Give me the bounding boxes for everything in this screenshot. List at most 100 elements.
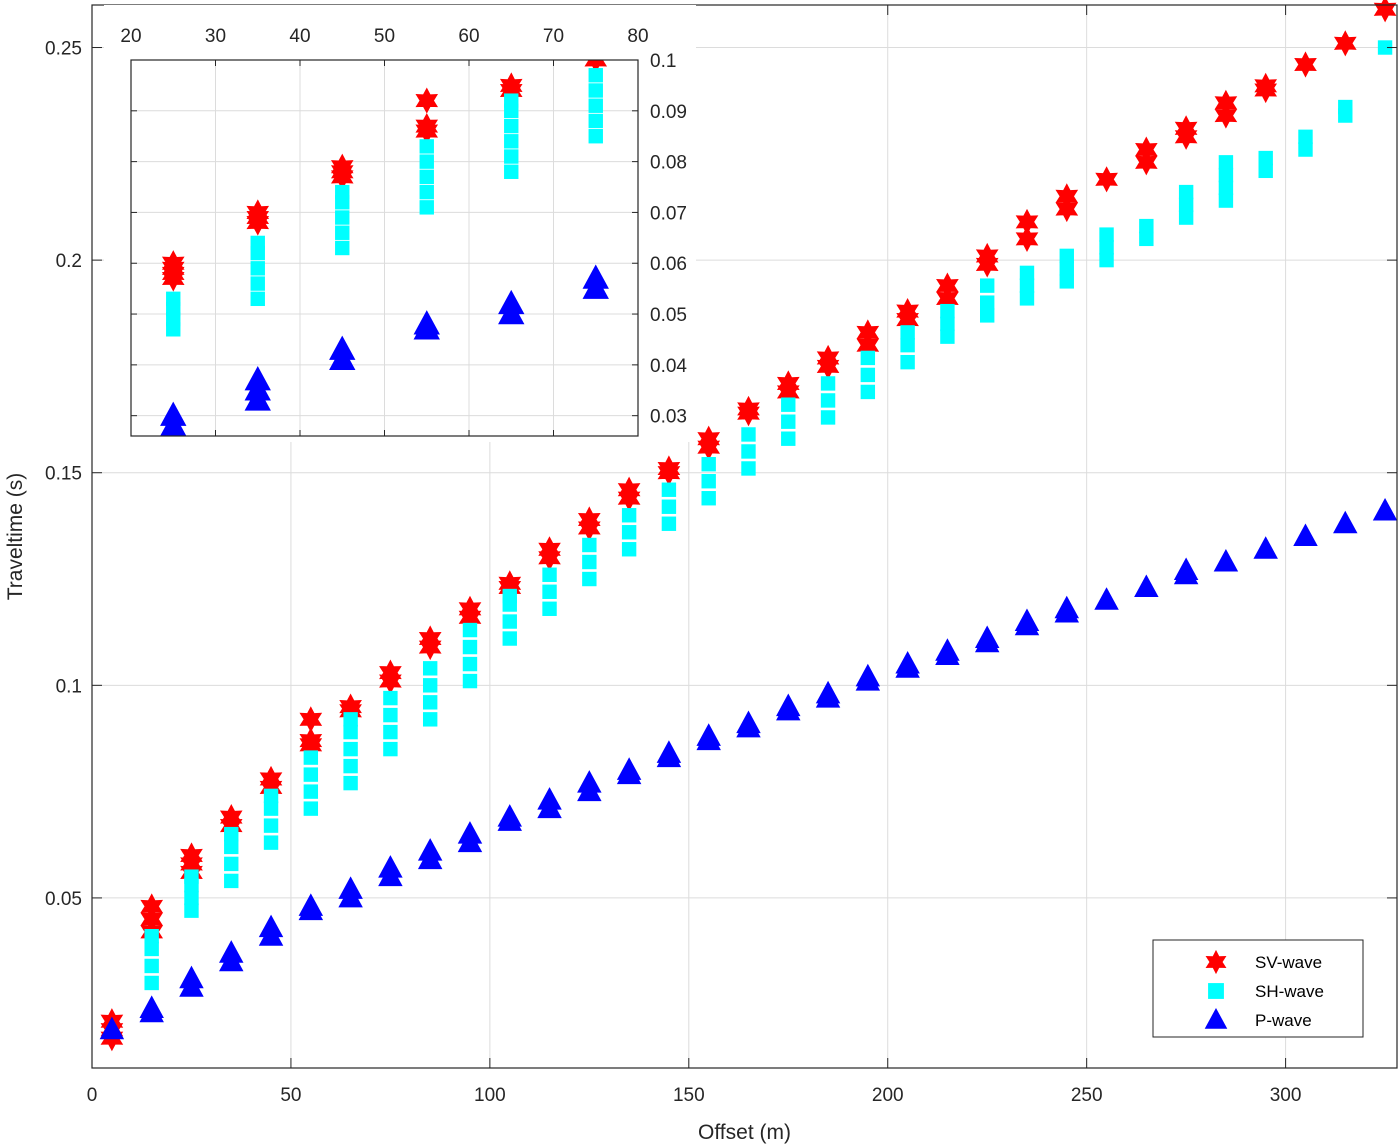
inset-point-sh-wave bbox=[335, 210, 350, 225]
main-point-sh-wave bbox=[661, 482, 677, 497]
main-point-sh-wave bbox=[1218, 193, 1234, 208]
main-point-p-wave bbox=[99, 1016, 125, 1040]
main-point-sh-wave bbox=[343, 741, 358, 757]
main-point-sv-wave bbox=[1015, 225, 1039, 252]
main-point-sh-wave bbox=[661, 499, 677, 514]
main-xtick-label: 200 bbox=[872, 1085, 904, 1106]
main-point-sh-wave bbox=[820, 376, 836, 391]
inset-point-sh-wave bbox=[588, 68, 603, 83]
main-point-sh-wave bbox=[1099, 240, 1114, 255]
main-point-sv-wave bbox=[299, 706, 323, 733]
main-point-sv-wave bbox=[1214, 89, 1238, 116]
main-point-sh-wave bbox=[741, 461, 756, 476]
main-xtick-label: 100 bbox=[474, 1085, 506, 1106]
main-point-p-wave bbox=[855, 663, 881, 687]
inset-point-sh-wave bbox=[250, 291, 265, 307]
main-point-sh-wave bbox=[1139, 218, 1154, 234]
main-point-p-wave bbox=[577, 770, 602, 793]
legend-item-sh-wave: SH-wave bbox=[1208, 982, 1324, 1001]
main-point-sv-wave bbox=[816, 344, 840, 371]
main-point-p-wave bbox=[1134, 574, 1159, 598]
main-point-sh-wave bbox=[781, 397, 796, 412]
inset-series-sh-wave bbox=[166, 68, 603, 337]
main-point-p-wave bbox=[776, 693, 801, 717]
y-axis-title: Traveltime (s) bbox=[4, 473, 27, 601]
main-point-sh-wave bbox=[343, 775, 358, 791]
main-point-p-wave bbox=[1054, 595, 1080, 619]
inset-point-sh-wave bbox=[588, 129, 603, 144]
main-ytick-label: 0.25 bbox=[45, 39, 82, 60]
main-point-p-wave bbox=[1213, 548, 1239, 572]
main-point-sh-wave bbox=[621, 508, 637, 523]
main-point-sv-wave bbox=[140, 893, 164, 920]
inset-ytick-label: 0.07 bbox=[650, 203, 687, 224]
main-point-sh-wave bbox=[979, 278, 995, 293]
main-point-sh-wave bbox=[1178, 210, 1194, 225]
main-point-sv-wave bbox=[896, 298, 919, 325]
main-point-sh-wave bbox=[502, 588, 517, 604]
inset-point-sh-wave bbox=[419, 154, 434, 169]
main-point-sh-wave bbox=[1377, 40, 1393, 55]
main-point-sh-wave bbox=[1059, 248, 1074, 264]
main-point-sh-wave bbox=[979, 308, 995, 323]
main-point-sv-wave bbox=[1294, 51, 1317, 78]
legend-marker-triangle-icon bbox=[1204, 1007, 1228, 1029]
main-point-sh-wave bbox=[422, 661, 438, 676]
main-point-sh-wave bbox=[542, 601, 557, 616]
main-point-sh-wave bbox=[860, 384, 876, 400]
inset-point-sh-wave bbox=[504, 149, 519, 164]
main-point-sh-wave bbox=[900, 354, 915, 370]
inset-ytick-label: 0.06 bbox=[650, 254, 687, 275]
main-point-p-wave bbox=[497, 804, 522, 827]
main-point-sh-wave bbox=[383, 690, 398, 706]
main-point-p-wave bbox=[258, 914, 284, 938]
inset-grid bbox=[131, 60, 638, 436]
main-point-sh-wave bbox=[1178, 197, 1194, 213]
main-point-sh-wave bbox=[820, 410, 836, 425]
inset-point-p-wave bbox=[413, 310, 440, 335]
main-xtick-label: 50 bbox=[280, 1085, 301, 1106]
main-ytick-label: 0.15 bbox=[45, 464, 82, 485]
main-point-sh-wave bbox=[1218, 167, 1234, 183]
main-point-sh-wave bbox=[343, 758, 358, 774]
main-point-sh-wave bbox=[1059, 274, 1074, 289]
legend-label: P-wave bbox=[1255, 1011, 1312, 1030]
main-point-p-wave bbox=[1333, 510, 1358, 534]
main-point-sh-wave bbox=[184, 903, 199, 918]
inset-xtick-label: 60 bbox=[458, 26, 479, 47]
main-point-sv-wave bbox=[418, 625, 442, 652]
main-point-p-wave bbox=[1372, 497, 1398, 521]
main-point-p-wave bbox=[417, 838, 443, 861]
main-point-p-wave bbox=[1173, 557, 1199, 581]
inset-point-p-wave bbox=[160, 401, 187, 426]
inset-xtick-label: 30 bbox=[205, 26, 226, 47]
main-point-sh-wave bbox=[979, 295, 995, 310]
inset-xtick-label: 80 bbox=[627, 26, 648, 47]
main-point-sh-wave bbox=[542, 584, 557, 599]
main-point-sh-wave bbox=[343, 724, 358, 740]
inset-background bbox=[104, 5, 696, 442]
main-point-sv-wave bbox=[1254, 72, 1278, 99]
main-point-sh-wave bbox=[1019, 278, 1035, 293]
legend-marker-hexagram-icon bbox=[1205, 949, 1227, 975]
main-point-sh-wave bbox=[1059, 261, 1074, 276]
main-point-sh-wave bbox=[144, 975, 159, 991]
main-point-sh-wave bbox=[502, 614, 517, 629]
main-point-sh-wave bbox=[343, 712, 358, 727]
main-point-sh-wave bbox=[940, 316, 955, 332]
main-series-sh-wave bbox=[144, 40, 1393, 991]
main-point-sh-wave bbox=[462, 673, 478, 689]
main-point-sh-wave bbox=[1258, 163, 1273, 179]
main-point-sv-wave bbox=[856, 319, 880, 346]
inset-ytick-label: 0.09 bbox=[650, 102, 687, 123]
main-point-sh-wave bbox=[462, 639, 478, 655]
main-point-sh-wave bbox=[582, 537, 597, 553]
main-point-sv-wave bbox=[697, 425, 721, 452]
main-point-sh-wave bbox=[661, 516, 677, 531]
main-point-sh-wave bbox=[820, 393, 836, 408]
main-point-sh-wave bbox=[860, 350, 876, 366]
legend-box bbox=[1152, 939, 1364, 1038]
main-point-sh-wave bbox=[741, 444, 756, 459]
main-point-sh-wave bbox=[422, 712, 438, 727]
main-point-sh-wave bbox=[422, 678, 438, 693]
